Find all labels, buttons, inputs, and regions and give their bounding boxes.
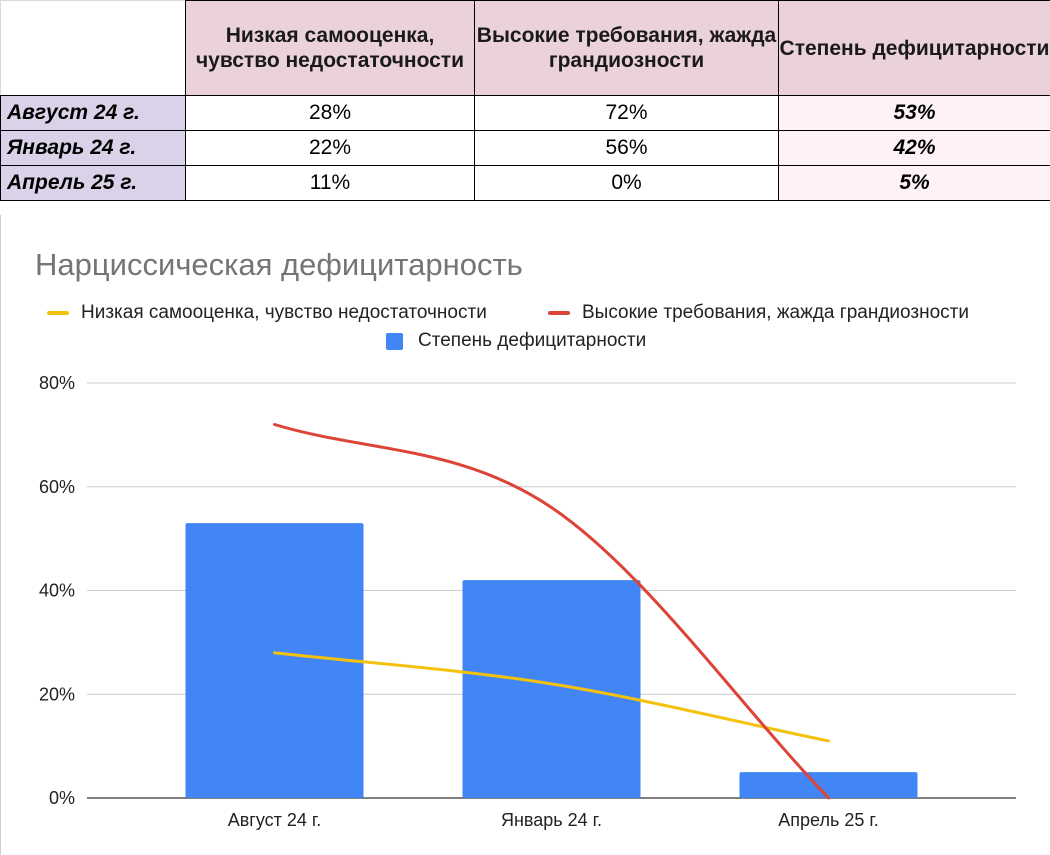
series-line <box>273 651 830 743</box>
chart-container[interactable]: Нарциссическая дефицитарность Низкая сам… <box>0 215 1050 855</box>
high-demands-cell[interactable]: 72% <box>474 95 779 131</box>
header-deficit-degree[interactable]: Степень дефицитарности <box>778 0 1050 96</box>
table-row: Январь 24 г. 22% 56% 42% <box>0 130 1050 166</box>
legend-item-deficit-degree[interactable]: Степень дефицитарности <box>386 330 646 352</box>
legend-box-swatch <box>386 332 403 350</box>
y-tick-label: 20% <box>39 684 75 704</box>
series-line <box>273 423 830 800</box>
corner-cell[interactable] <box>0 0 186 96</box>
bar <box>185 523 364 798</box>
legend-label: Низкая самооценка, чувство недостаточнос… <box>81 302 487 323</box>
deficit-cell[interactable]: 53% <box>778 95 1050 131</box>
high-demands-cell[interactable]: 56% <box>474 130 779 166</box>
chart-title: Нарциссическая дефицитарность <box>35 247 523 282</box>
legend-label: Высокие требования, жажда грандиозности <box>582 302 969 323</box>
x-tick-label: Август 24 г. <box>228 810 322 830</box>
table-header-row: Низкая самооценка, чувство недостаточнос… <box>0 0 1050 96</box>
row-label-cell[interactable]: Январь 24 г. <box>0 130 186 166</box>
legend-item-low-self-esteem[interactable]: Низкая самооценка, чувство недостаточнос… <box>47 302 487 324</box>
table-row: Август 24 г. 28% 72% 53% <box>0 95 1050 131</box>
header-low-self-esteem[interactable]: Низкая самооценка, чувство недостаточнос… <box>185 0 475 96</box>
legend-line-swatch <box>548 311 570 315</box>
x-tick-label: Январь 24 г. <box>501 810 602 830</box>
bar <box>462 580 641 798</box>
x-tick-label: Апрель 25 г. <box>778 810 878 830</box>
y-tick-label: 40% <box>39 581 75 601</box>
low-self-esteem-cell[interactable]: 11% <box>185 165 475 201</box>
high-demands-cell[interactable]: 0% <box>474 165 779 201</box>
table-row: Апрель 25 г. 11% 0% 5% <box>0 165 1050 201</box>
data-table: Низкая самооценка, чувство недостаточнос… <box>0 0 1050 201</box>
legend-label: Степень дефицитарности <box>418 330 647 351</box>
legend-item-high-demands[interactable]: Высокие требования, жажда грандиозности <box>548 302 969 324</box>
deficit-cell[interactable]: 42% <box>778 130 1050 166</box>
bar <box>739 772 918 798</box>
low-self-esteem-cell[interactable]: 22% <box>185 130 475 166</box>
y-tick-label: 60% <box>39 477 75 497</box>
legend-line-swatch <box>47 311 69 315</box>
y-tick-label: 80% <box>39 373 75 393</box>
row-label-cell[interactable]: Август 24 г. <box>0 95 186 131</box>
row-label-cell[interactable]: Апрель 25 г. <box>0 165 186 201</box>
low-self-esteem-cell[interactable]: 28% <box>185 95 475 131</box>
chart-plot: 0% 20% 40% 60% 80% Август 24 г. Январь 24 г. Ап… <box>39 373 1016 830</box>
deficit-cell[interactable]: 5% <box>778 165 1050 201</box>
y-tick-label: 0% <box>49 788 75 808</box>
header-high-demands[interactable]: Высокие требования, жажда грандиозности <box>474 0 779 96</box>
